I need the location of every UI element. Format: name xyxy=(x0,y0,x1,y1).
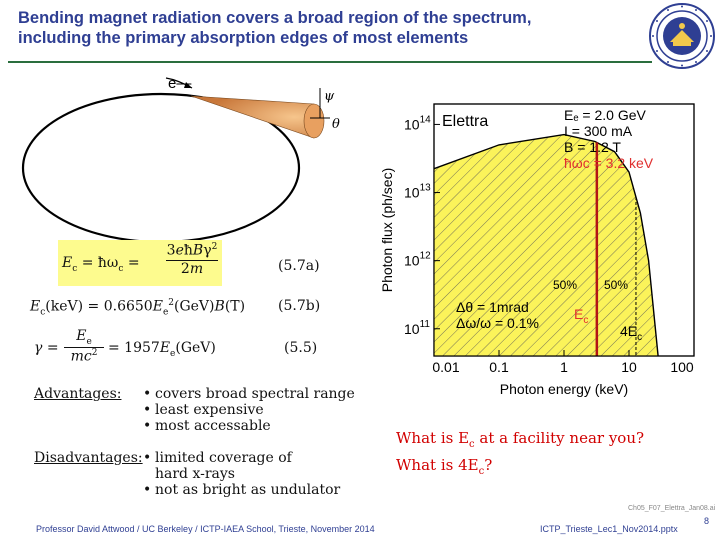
annotation-pct-right: 50% xyxy=(604,278,628,292)
y-tick-label: 1014 xyxy=(404,114,431,132)
x-tick-label: 1 xyxy=(560,359,568,375)
slide-title: Bending magnet radiation covers a broad … xyxy=(18,8,618,48)
x-tick-label: 0.01 xyxy=(432,359,459,375)
electron-label: e— xyxy=(168,75,191,92)
annotation-dw: Δω/ω = 0.1% xyxy=(456,315,539,331)
x-tick-label: 0.1 xyxy=(489,359,509,375)
title-line-1: Bending magnet radiation covers a broad … xyxy=(18,9,532,27)
equation-number-1: (5.7a) xyxy=(278,258,320,274)
equation-practical-units: Ec(keV) = 0.6650Ee2(GeV)B(T) xyxy=(30,298,246,318)
x-tick-label: 100 xyxy=(670,359,694,375)
advantages-list: covers broad spectral range least expens… xyxy=(143,386,355,434)
photon-flux-chart: Elettra Eₑ = 2.0 GeV I = 300 mA B = 1.2 … xyxy=(379,103,695,397)
psi-label: ψ xyxy=(324,89,335,104)
question-text: What is Ec at a facility near you? What … xyxy=(396,428,644,482)
y-axis-ticks: 1011 1012 1013 1014 xyxy=(404,114,440,337)
question-2: What is 4Ec? xyxy=(396,456,493,477)
title-divider xyxy=(8,61,652,63)
electron-orbit-diagram: e— ψ θ xyxy=(21,75,340,244)
annotation-fourec: 4Ec xyxy=(620,323,642,343)
advantages-label: Advantages: xyxy=(34,386,122,402)
equation-gamma-fraction: Ee mc2 xyxy=(64,328,104,364)
equation-number-2: (5.7b) xyxy=(278,298,321,314)
university-seal-icon xyxy=(649,3,715,69)
flux-curve xyxy=(433,133,659,357)
param-field: B = 1.2 T xyxy=(564,139,621,155)
equation-highlight xyxy=(58,240,222,286)
list-item: hard x-rays xyxy=(155,466,235,482)
list-item: least expensive xyxy=(143,402,355,418)
title-line-2: including the primary absorption edges o… xyxy=(18,29,469,47)
x-axis-label: Photon energy (keV) xyxy=(500,381,628,397)
figure-credit: Ch05_F07_Elettra_Jan08.ai xyxy=(628,505,716,512)
param-current: I = 300 mA xyxy=(564,123,633,139)
y-tick-label: 1011 xyxy=(404,319,430,337)
equation-critical-energy-fraction: 3eħBγ2 2m xyxy=(166,242,218,277)
list-item: limited coverage of xyxy=(143,450,340,466)
x-tick-label: 10 xyxy=(621,359,637,375)
question-1: What is Ec at a facility near you? xyxy=(396,429,645,450)
disadvantages-label: Disadvantages: xyxy=(34,450,143,466)
flux-hatch xyxy=(434,134,659,356)
list-item: covers broad spectral range xyxy=(143,386,355,402)
disadvantages-list: limited coverage of hard x-rays not as b… xyxy=(143,450,340,498)
x-axis-ticks: 0.01 0.1 1 10 100 xyxy=(432,350,695,375)
radiation-fan xyxy=(190,95,321,139)
footer-left: Professor David Attwood / UC Berkeley / … xyxy=(36,524,375,534)
y-tick-label: 1013 xyxy=(404,183,431,201)
param-energy: Eₑ = 2.0 GeV xyxy=(564,107,647,123)
list-item: not as bright as undulator xyxy=(143,482,340,498)
y-axis-label: Photon flux (ph/sec) xyxy=(379,168,395,293)
y-tick-label: 1012 xyxy=(404,251,431,269)
facility-label: Elettra xyxy=(442,113,488,130)
page-number: 8 xyxy=(704,516,710,526)
annotation-ec: Ec xyxy=(574,306,588,326)
equation-number-3: (5.5) xyxy=(284,340,318,356)
equation-gamma-value: = 1957Ee(GeV) xyxy=(108,340,216,359)
theta-label: θ xyxy=(332,117,340,132)
list-item: most accessable xyxy=(143,418,355,434)
footer-right: ICTP_Trieste_Lec1_Nov2014.pptx xyxy=(540,524,678,534)
equation-critical-energy: Ec = ħωc = xyxy=(62,255,140,274)
equation-gamma: γ = xyxy=(34,340,59,356)
annotation-pct-left: 50% xyxy=(553,278,577,292)
annotation-dtheta: Δθ = 1mrad xyxy=(456,299,529,315)
param-critical: ħωc = 3.2 keV xyxy=(564,155,654,171)
